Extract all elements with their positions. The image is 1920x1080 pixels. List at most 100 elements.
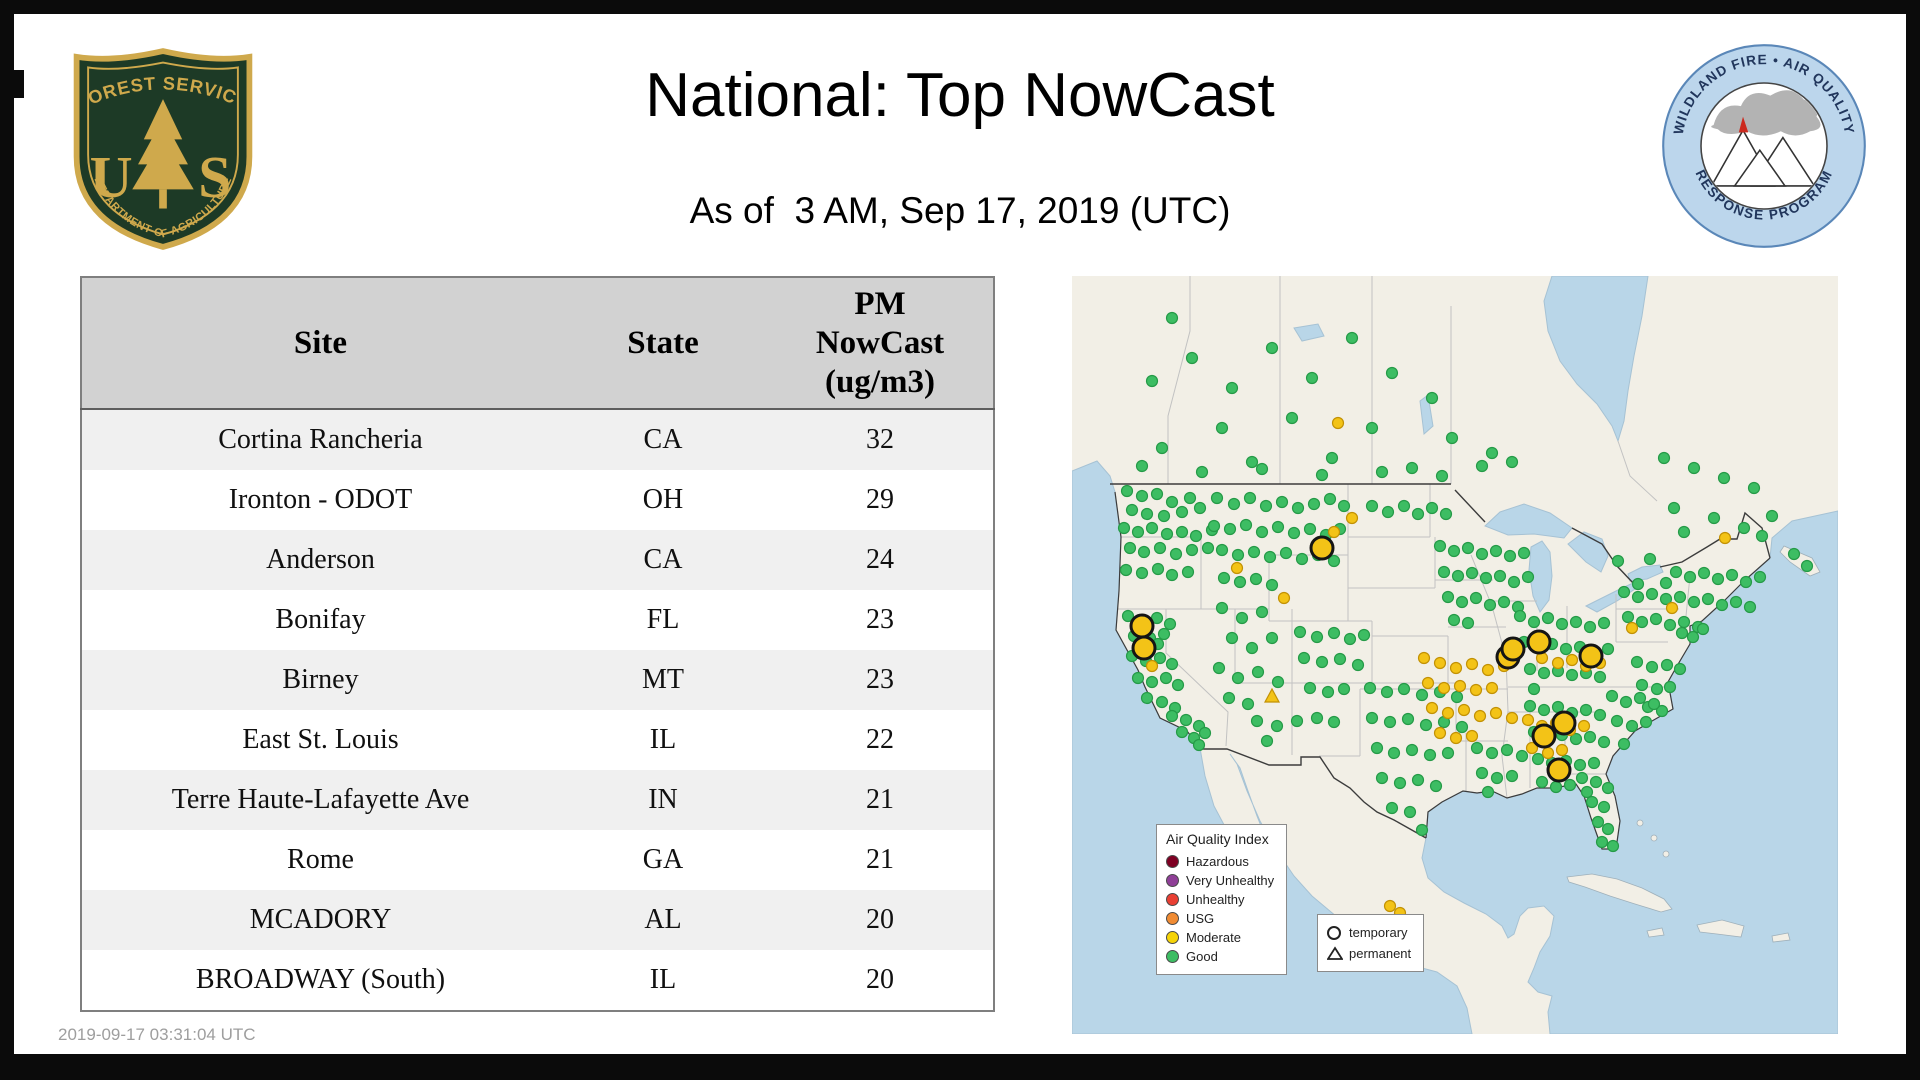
site-cell: BROADWAY (South) (195, 964, 446, 995)
aqi-legend-item: Moderate (1166, 928, 1274, 947)
monitor-dot-moderate (1437, 681, 1451, 695)
monitor-dot-good (1303, 681, 1317, 695)
monitor-dot-good (1401, 712, 1415, 726)
monitor-dot-moderate (1489, 706, 1503, 720)
monitor-dot-good (1591, 815, 1605, 829)
monitor-dot-good (1755, 529, 1769, 543)
monitor-dot-good (1523, 699, 1537, 713)
monitor-dot-good (1483, 598, 1497, 612)
aqi-legend-title: Air Quality Index (1166, 831, 1269, 847)
smoke-cloud-icon (1711, 90, 1821, 136)
monitor-dot-good (1175, 725, 1189, 739)
monitor-dot-moderate (1577, 719, 1591, 733)
monitor-dot-good (1293, 625, 1307, 639)
top-site-marker (1500, 636, 1526, 662)
monitor-dot-moderate (1383, 899, 1397, 913)
monitor-dot-good (1669, 565, 1683, 579)
monitor-dot-good (1183, 491, 1197, 505)
monitor-dot-good (1119, 563, 1133, 577)
monitor-dot-good (1380, 685, 1394, 699)
monitor-dot-good (1155, 441, 1169, 455)
state-cell: AL (644, 904, 682, 935)
monitor-dot-good (1686, 630, 1700, 644)
table-row: East St. Louis IL 22 (81, 710, 994, 770)
monitor-dot-good (1425, 391, 1439, 405)
marker-legend-label: permanent (1349, 946, 1412, 961)
monitor-dot-good (1279, 546, 1293, 560)
monitor-dot-good (1527, 615, 1541, 629)
state-cell: OH (642, 484, 684, 515)
aqi-swatch-icon (1166, 950, 1179, 963)
monitor-dot-moderate (1145, 659, 1159, 673)
monitor-dot-good (1207, 519, 1221, 533)
monitor-dot-moderate (1421, 676, 1435, 690)
monitor-dot-good (1565, 668, 1579, 682)
monitor-dot-good (1155, 695, 1169, 709)
monitor-dot-good (1375, 465, 1389, 479)
pm-value-cell: 24 (866, 544, 894, 575)
monitor-dot-good (1223, 522, 1237, 536)
monitor-dot-good (1403, 805, 1417, 819)
monitor-dot-good (1425, 501, 1439, 515)
monitor-dot-good (1800, 559, 1814, 573)
monitor-dot-good (1589, 775, 1603, 789)
monitor-dot-good (1159, 671, 1173, 685)
aqi-legend-label: Very Unhealthy (1186, 873, 1275, 888)
monitor-dot-good (1535, 775, 1549, 789)
monitor-dot-good (1439, 507, 1453, 521)
monitor-dot-good (1153, 651, 1167, 665)
monitor-dot-good (1707, 511, 1721, 525)
monitor-dot-good (1195, 465, 1209, 479)
monitor-dot-good (1135, 489, 1149, 503)
monitor-dot-good (1541, 611, 1555, 625)
monitor-dot-good (1415, 688, 1429, 702)
site-cell: Birney (282, 664, 359, 695)
monitor-dot-good (1215, 543, 1229, 557)
monitor-dot-good (1601, 642, 1615, 656)
us-national-border (1110, 483, 1771, 839)
monitor-dot-good (1597, 616, 1611, 630)
state-cell: IL (649, 964, 677, 995)
monitor-dot-moderate (1417, 651, 1431, 665)
monitor-dot-good (1677, 525, 1691, 539)
aqi-legend-label: Hazardous (1186, 854, 1249, 869)
monitor-dot-good (1227, 497, 1241, 511)
aqi-legend-label: Good (1186, 949, 1218, 964)
col-header-site: Site (81, 277, 559, 410)
aqi-legend-item: USG (1166, 909, 1274, 928)
monitor-dot-good (1185, 543, 1199, 557)
monitor-dot-good (1351, 658, 1365, 672)
monitor-dot-good (1617, 585, 1631, 599)
monitor-dot-good (1765, 509, 1779, 523)
monitor-dot-good (1605, 689, 1619, 703)
state-cell: CA (643, 544, 683, 575)
monitor-dot-good (1337, 499, 1351, 513)
pm-value-cell: 21 (866, 844, 894, 875)
monitor-dot-good (1265, 578, 1279, 592)
monitor-dot-good (1415, 823, 1429, 837)
table-row: Birney MT 23 (81, 650, 994, 710)
monitor-dot-good (1649, 612, 1663, 626)
top-sites-layer (1129, 535, 1604, 783)
marker-legend-label: temporary (1349, 925, 1408, 940)
monitor-dot-good (1711, 572, 1725, 586)
monitor-dot-good (1193, 501, 1207, 515)
canada-province-borders (1167, 276, 1658, 502)
monitor-dot-good (1645, 587, 1659, 601)
monitor-dot-good (1497, 595, 1511, 609)
monitor-dot-moderate (1433, 656, 1447, 670)
monitor-dot-good (1175, 505, 1189, 519)
monitor-dot-moderate (1625, 621, 1639, 635)
pm-value-cell: 20 (866, 904, 894, 935)
monitor-dot-good (1461, 616, 1475, 630)
monitor-dot-good (1729, 595, 1743, 609)
fs-logo-letter-u: U (90, 144, 133, 210)
monitor-dot-good (1171, 678, 1185, 692)
monitor-dot-good (1310, 630, 1324, 644)
monitor-dot-good (1255, 605, 1269, 619)
monitor-dot-good (1503, 549, 1517, 563)
state-cell: GA (642, 844, 684, 875)
monitor-dot-moderate (1469, 683, 1483, 697)
monitor-dot-good (1697, 566, 1711, 580)
